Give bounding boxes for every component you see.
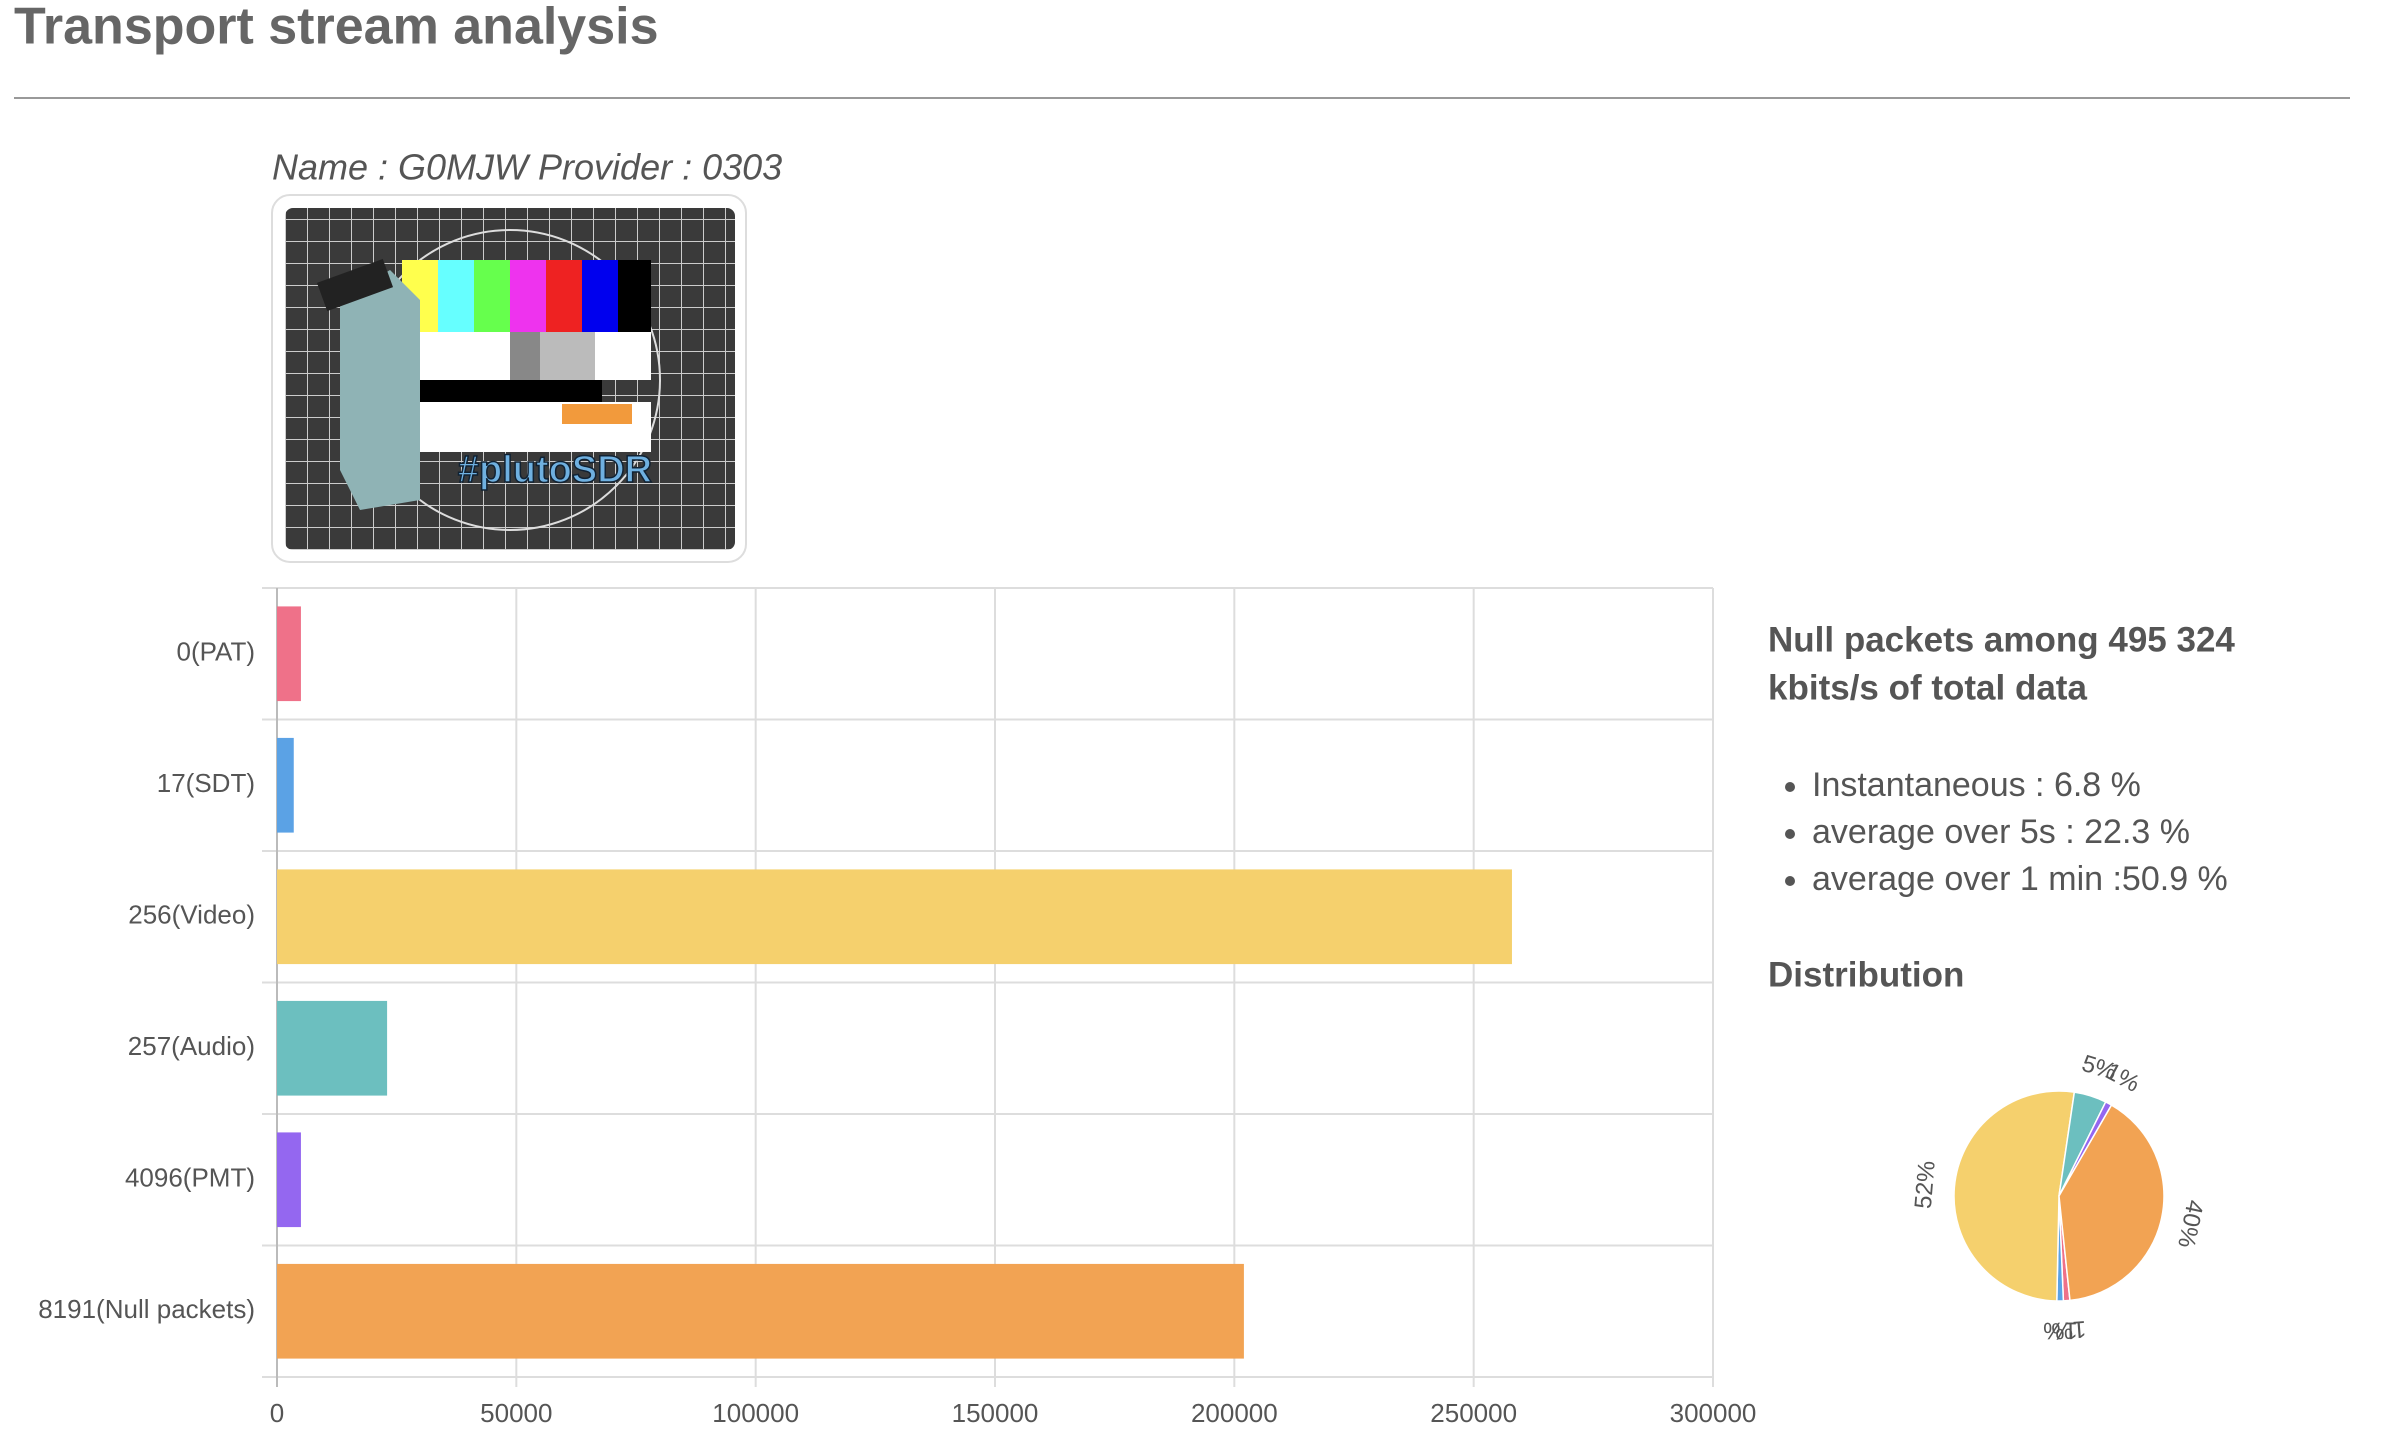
stats-item: average over 1 min :50.9 % (1812, 860, 2228, 898)
thumbnail: #plutoSDR (271, 194, 747, 563)
bullet (1785, 876, 1795, 886)
x-tick-label: 200000 (1191, 1398, 1278, 1428)
bar (277, 606, 301, 702)
bar (277, 737, 294, 833)
bar (277, 869, 1512, 965)
pie-chart: 1%1%52%5%1%40% (1910, 1050, 2209, 1345)
x-tick-label: 0 (270, 1398, 284, 1428)
y-tick-label: 256(Video) (128, 900, 255, 930)
x-tick-label: 100000 (712, 1398, 799, 1428)
thumbnail-caption: #plutoSDR (458, 449, 652, 491)
x-tick-label: 150000 (952, 1398, 1039, 1428)
stats-heading: kbits/s of total data (1768, 668, 2087, 707)
stats-panel: Null packets among 495 324 kbits/s of to… (1768, 620, 2235, 994)
page-title: Transport stream analysis (14, 0, 659, 56)
pie-slice (2058, 1104, 2165, 1302)
bar (277, 1000, 388, 1096)
bar (277, 1263, 1244, 1359)
channel-name: Name : G0MJW Provider : 0303 (272, 147, 782, 188)
distribution-heading: Distribution (1768, 955, 1964, 994)
bar (277, 1132, 301, 1228)
stats-heading: Null packets among 495 324 (1768, 620, 2235, 659)
pie-label: 1% (2043, 1316, 2078, 1343)
bullet (1785, 782, 1795, 792)
pie-label: 40% (2172, 1198, 2208, 1251)
bullet (1785, 829, 1795, 839)
pie-slice (1953, 1090, 2076, 1302)
stats-item: Instantaneous : 6.8 % (1812, 766, 2141, 804)
x-tick-label: 300000 (1670, 1398, 1757, 1428)
y-tick-label: 17(SDT) (157, 768, 255, 798)
stats-item: average over 5s : 22.3 % (1812, 813, 2190, 851)
x-tick-label: 50000 (480, 1398, 552, 1428)
y-tick-label: 0(PAT) (177, 637, 255, 667)
bar-chart: 0 50000 100000 150000 200000 250000 300000 0(PA… (38, 587, 1757, 1428)
y-tick-label: 8191(Null packets) (38, 1294, 255, 1324)
y-tick-label: 257(Audio) (128, 1031, 255, 1061)
x-tick-label: 250000 (1430, 1398, 1517, 1428)
pie-label: 1% (2051, 1315, 2088, 1344)
y-tick-label: 4096(PMT) (125, 1163, 255, 1193)
pie-label: 52% (1910, 1160, 1941, 1210)
